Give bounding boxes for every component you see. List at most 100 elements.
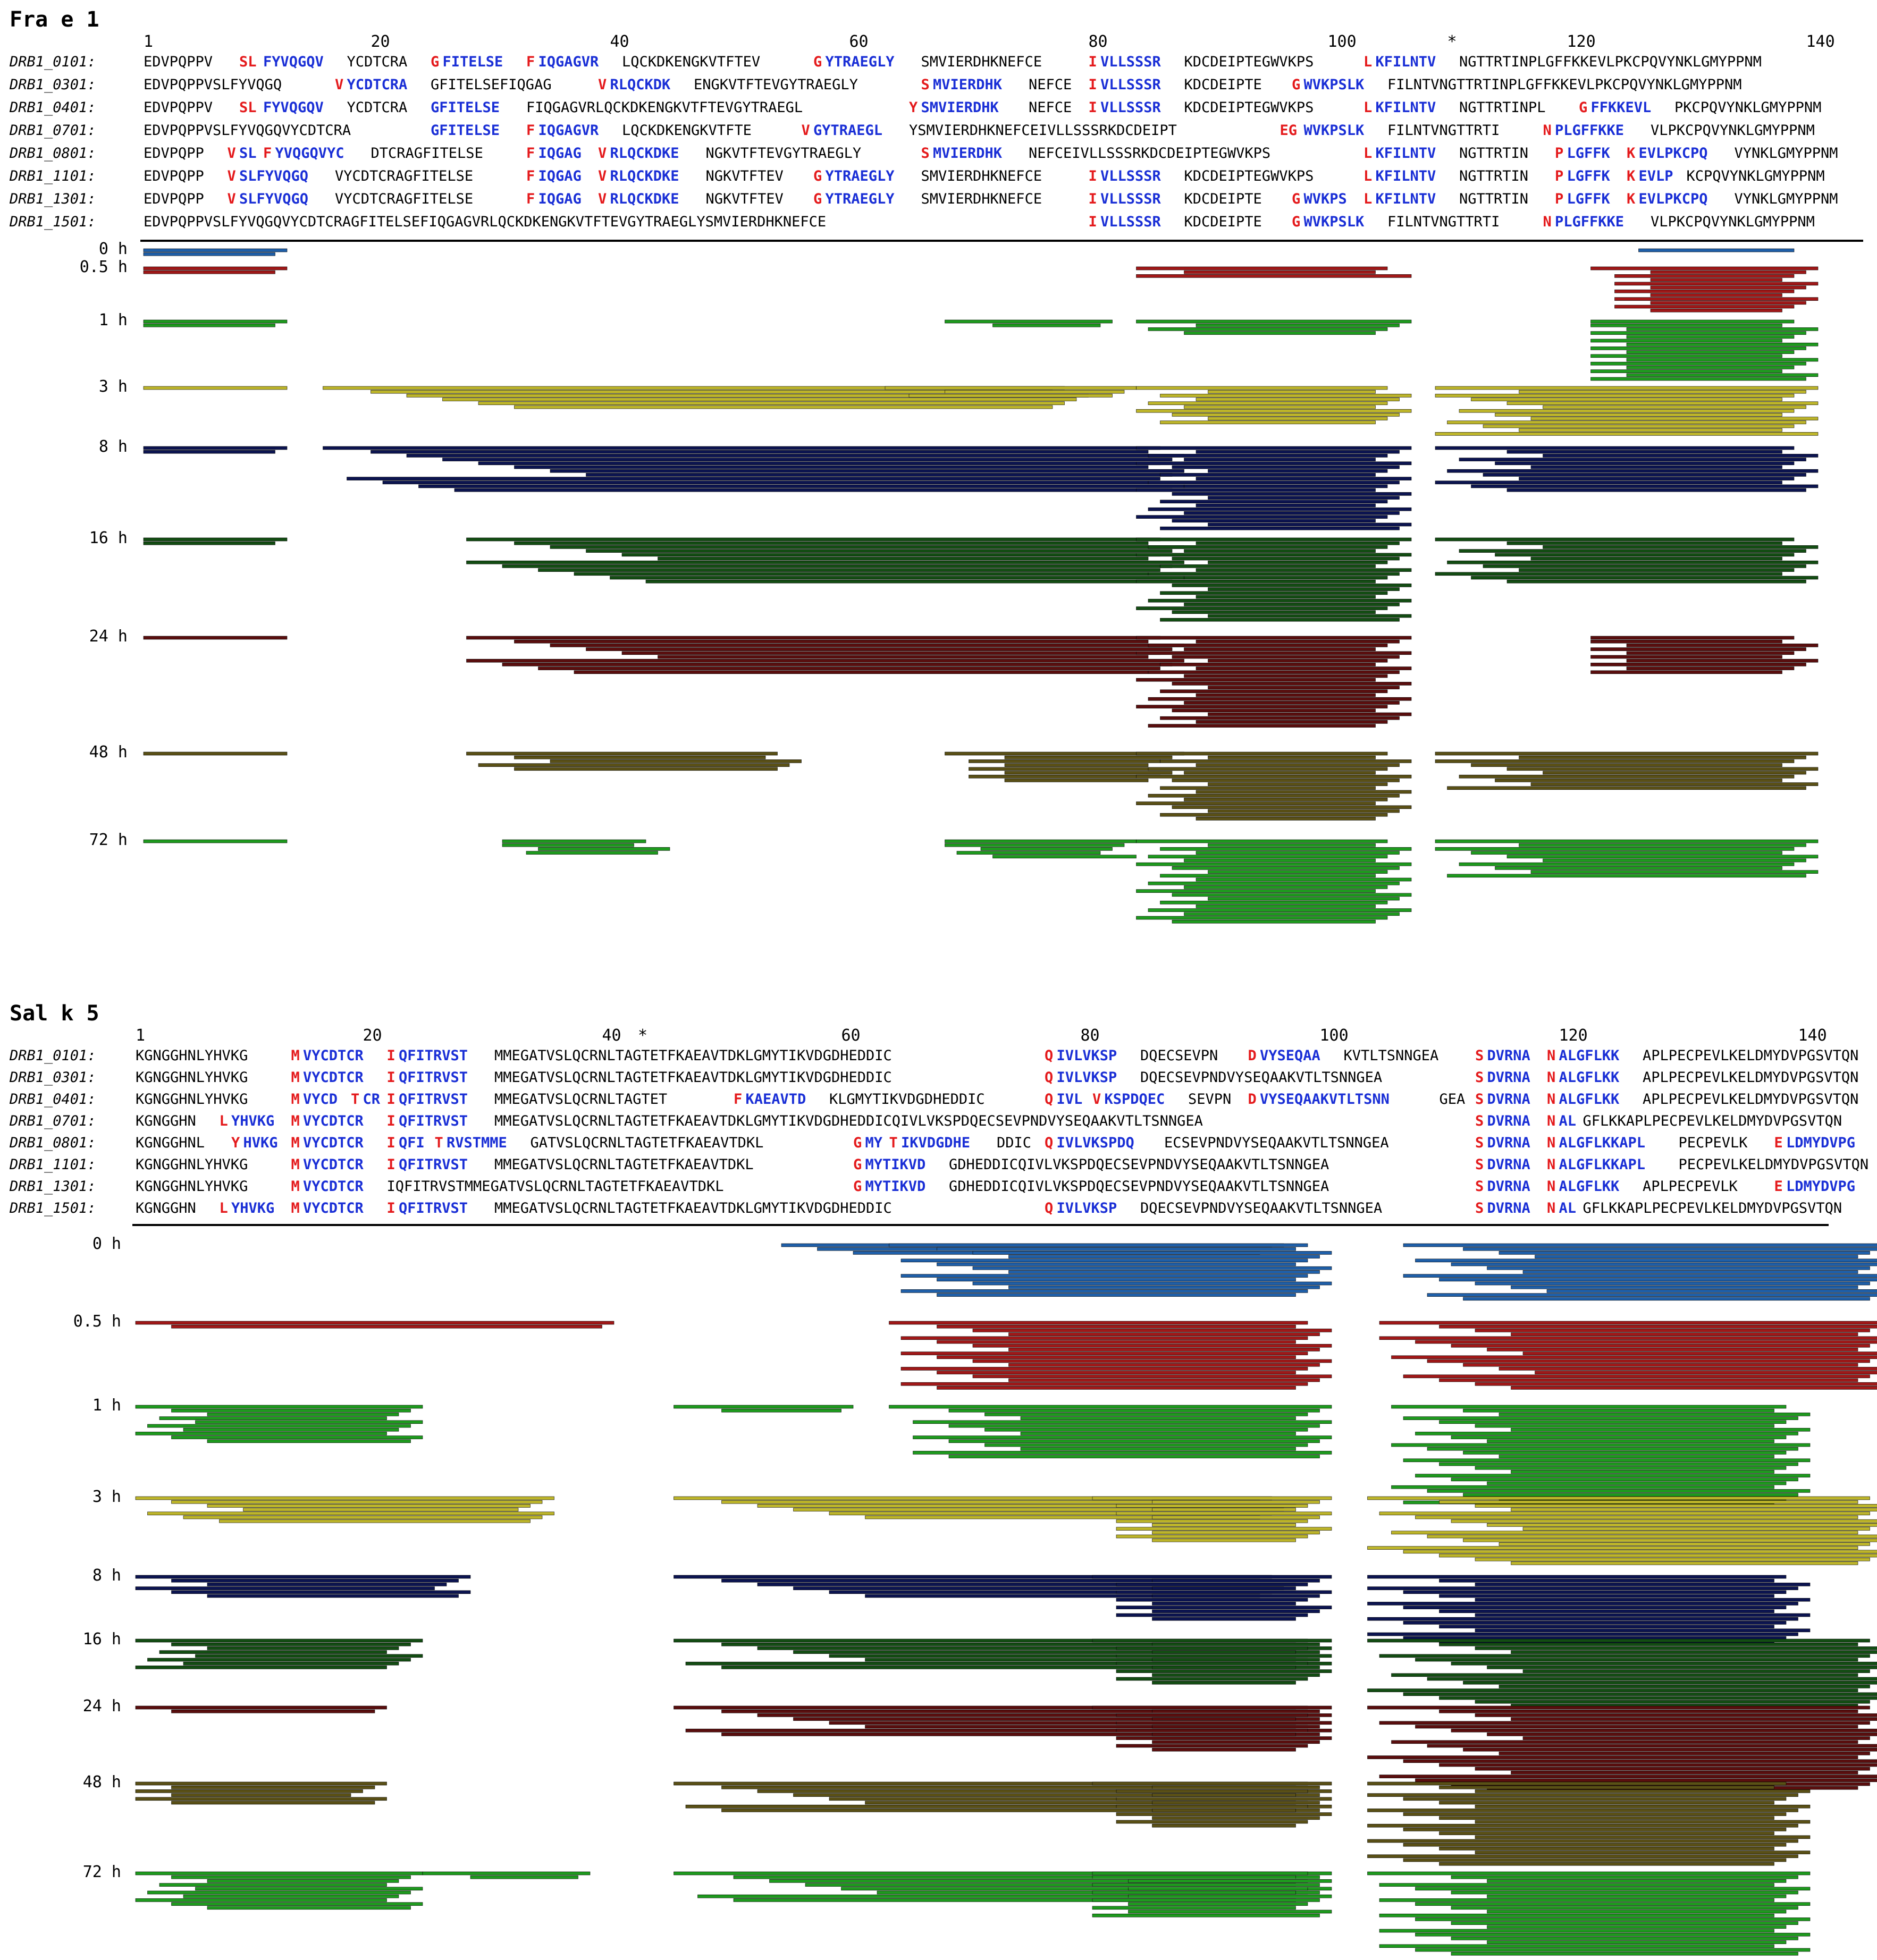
peptide-bar (1136, 889, 1376, 893)
peptide-bar (454, 488, 1173, 492)
sequence-segment: P (1555, 145, 1563, 162)
sequence-segment: I (1089, 168, 1097, 184)
peptide-bar (1439, 1709, 1858, 1713)
peptide-bar (1172, 805, 1412, 809)
peptide-bar (900, 1289, 1308, 1293)
timepoint-label: 0 h (99, 240, 128, 258)
peptide-bar (1447, 786, 1806, 790)
peptide-bar (1367, 1839, 1798, 1843)
residue-tick: 100 (1328, 32, 1357, 51)
sequence-segment: N (1543, 122, 1552, 139)
peptide-bar (1435, 480, 1782, 485)
sequence-segment: I (1089, 77, 1097, 93)
sequence-segment: DTCRAGFITELSE (371, 145, 483, 162)
peptide-bar (992, 855, 1137, 859)
sequence-segment: NGTTRTINPL (1459, 99, 1546, 116)
sequence-segment: KFILNTV (1376, 168, 1436, 184)
sequence-segment: S (1475, 1135, 1484, 1151)
sequence-segment: MYTIKVD (865, 1156, 926, 1173)
peptide-bar (1403, 1550, 1877, 1554)
timepoint-label: 8 h (92, 1566, 121, 1585)
sequence-segment: NEFCE (1029, 99, 1072, 116)
peptide-bar (143, 839, 288, 843)
peptide-bar (1148, 908, 1412, 912)
peptide-bar (1379, 1654, 1870, 1658)
sequence-segment: DVRNA (1487, 1135, 1530, 1151)
peptide-bar (1367, 1688, 1858, 1692)
sequence-segment: LDMYDVPG (1786, 1178, 1855, 1195)
peptide-bar (207, 1646, 399, 1650)
peptide-bar (1116, 1613, 1308, 1617)
peptide-bar (1483, 473, 1806, 477)
peptide-bar (1403, 1606, 1787, 1609)
peptide-bar (1148, 881, 1400, 885)
sequence-segment: Q (1045, 1135, 1053, 1151)
sequence-segment: KDCDEIPTE (1184, 191, 1262, 207)
peptide-bar (135, 1575, 471, 1579)
peptide-bar (1447, 420, 1806, 425)
peptide-bar (972, 1329, 1332, 1332)
peptide-bar (1152, 1609, 1320, 1613)
peptide-bar (1152, 1508, 1296, 1511)
peptide-bar (1092, 1781, 1332, 1786)
peptide-bar (1471, 851, 1782, 855)
peptide-bar (1451, 1906, 1798, 1910)
peptide-bar (1522, 1270, 1858, 1274)
peptide-bar (1499, 1685, 1870, 1688)
sequence-segment: I (387, 1135, 395, 1151)
peptide-bar (1184, 858, 1376, 863)
peptide-bar (1148, 724, 1376, 728)
peptide-bar (171, 1902, 423, 1906)
peptide-bar (1152, 1586, 1296, 1590)
peptide-bar (1626, 335, 1795, 339)
peptide-bar (1152, 1515, 1320, 1519)
sequence-segment: I (387, 1069, 395, 1086)
sequence-segment: M (291, 1069, 300, 1086)
peptide-bar (1136, 751, 1388, 756)
peptide-bar (1184, 885, 1388, 889)
peptide-bar (1196, 541, 1400, 545)
peptide-bar (1136, 488, 1376, 492)
peptide-bar (1116, 1646, 1308, 1650)
peptide-bar (1463, 1538, 1877, 1542)
sequence-segment: ALGFLKK (1559, 1091, 1620, 1108)
peptide-bar (1184, 647, 1376, 651)
peptide-bar (1471, 398, 1782, 401)
residue-tick: 60 (841, 1026, 861, 1045)
peptide-bar (1415, 1658, 1858, 1662)
peptide-bar (135, 1705, 387, 1710)
peptide-bar (937, 1324, 1296, 1329)
sequence-segment: D (1248, 1047, 1257, 1064)
peptide-bar (1136, 839, 1388, 843)
peptide-bar (610, 576, 1184, 580)
peptide-bar (171, 1590, 471, 1594)
peptide-bar (143, 537, 288, 542)
peptide-bar (1614, 289, 1795, 293)
peptide-bar (1495, 461, 1795, 466)
peptide-bar (1439, 1696, 1877, 1700)
peptide-bar (1208, 755, 1376, 759)
sequence-segment: F (526, 145, 535, 162)
sequence-segment: MMEGATVSLQCRNLTAGTET (494, 1091, 667, 1108)
peptide-bar (937, 1355, 1296, 1359)
peptide-bar (1160, 420, 1376, 425)
peptide-bar (1136, 266, 1388, 271)
peptide-bar (1152, 1666, 1296, 1669)
peptide-bar (143, 446, 288, 450)
peptide-bar (1451, 1875, 1798, 1879)
sequence-segment: YSMVIERDHKNEFCEIVLLSSSRKDCDEIPT (909, 122, 1177, 139)
sequence-segment: VYCDTCR (303, 1200, 364, 1216)
peptide-bar (1152, 1594, 1320, 1598)
sequence-segment: EDVPQPPVSLFYVQGQVYCDTCRA (144, 122, 351, 139)
peptide-bar (1152, 1740, 1320, 1744)
peptide-bar (1379, 1913, 1774, 1917)
peptide-bar (1626, 366, 1795, 369)
peptide-bar (1136, 446, 1412, 450)
peptide-bar (1196, 595, 1376, 599)
peptide-bar (1403, 1858, 1787, 1862)
sequence-segment: N (1547, 1113, 1555, 1129)
peptide-bar (1403, 1374, 1870, 1379)
sequence-segment: G (813, 54, 822, 70)
peptide-bar (1152, 1709, 1320, 1713)
